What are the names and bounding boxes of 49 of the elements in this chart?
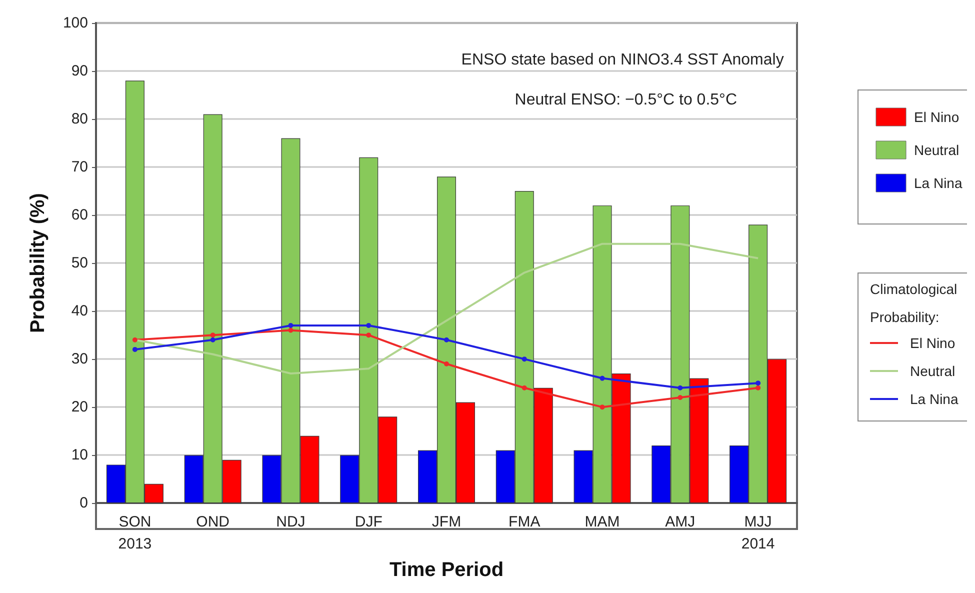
- x-tick-label: MJJ 2014: [741, 514, 775, 553]
- x-axis-title: Time Period: [389, 559, 504, 581]
- y-tick-label: 50: [71, 254, 88, 272]
- x-tick-label: AMJ: [665, 514, 696, 531]
- y-tick-label: 90: [71, 62, 88, 80]
- point: [132, 337, 138, 342]
- point: [678, 385, 683, 390]
- y-tick-label: 60: [71, 206, 88, 224]
- point: [600, 376, 605, 381]
- y-tick-label: 80: [71, 110, 88, 128]
- point: [756, 380, 761, 386]
- y-axis-title: Probability (%): [27, 193, 49, 334]
- point: [444, 337, 449, 342]
- y-tick-label: 20: [71, 398, 88, 416]
- point: [756, 385, 761, 390]
- point: [600, 404, 605, 410]
- x-tick-label: JFM: [432, 514, 462, 531]
- legend-label: La Nina: [914, 175, 962, 191]
- x-tick-label: NDJ: [276, 514, 306, 531]
- y-tick-label: 0: [80, 494, 88, 512]
- x-tick-label: OND: [196, 514, 230, 531]
- x-tick-label: FMA: [508, 514, 540, 531]
- annotation: ENSO state based on NINO3.4 SST Anomaly: [461, 52, 784, 68]
- point: [288, 322, 294, 328]
- y-tick-label: 40: [71, 302, 88, 320]
- point: [366, 332, 372, 338]
- legend-label: Neutral: [910, 363, 956, 379]
- annotation: Neutral ENSO: −0.5°C to 0.5°C: [514, 92, 738, 108]
- point: [288, 328, 294, 333]
- legend-title: Climatological Probability:: [870, 281, 958, 325]
- legend-label: El Nino: [914, 109, 960, 125]
- y-tick-label: 100: [62, 14, 88, 32]
- y-tick-label: 70: [71, 158, 88, 176]
- legend-label: Neutral: [914, 142, 960, 158]
- point: [366, 322, 372, 328]
- x-tick-label: MAM: [584, 514, 620, 531]
- point: [444, 361, 449, 366]
- point: [522, 356, 527, 362]
- point: [678, 394, 683, 400]
- point: [132, 346, 138, 352]
- point: [210, 332, 216, 338]
- x-tick-label: DJF: [354, 514, 382, 531]
- x-tick-label: SON 2013: [118, 514, 152, 553]
- legend-label: La Nina: [910, 391, 958, 407]
- y-tick-label: 30: [71, 350, 88, 368]
- y-tick-label: 10: [71, 446, 88, 464]
- point: [210, 337, 216, 342]
- point: [522, 385, 527, 390]
- legend-label: El Nino: [910, 335, 956, 351]
